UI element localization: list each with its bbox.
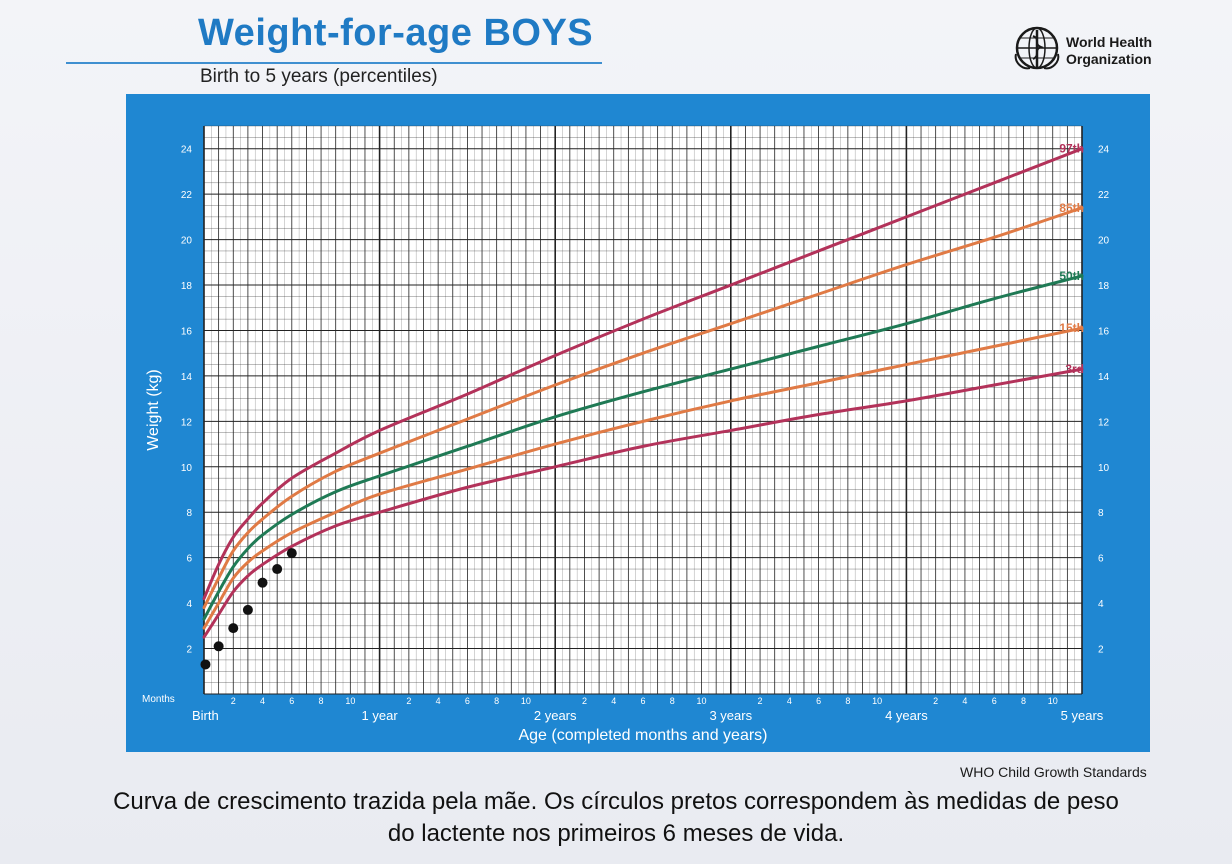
x-minor-tick-label: 8: [1021, 696, 1026, 706]
percentile-curve-15th: [202, 326, 1084, 630]
x-minor-tick-label: 10: [345, 696, 355, 706]
y-tick-label-left: 20: [181, 236, 193, 247]
y-axis-label: Weight (kg): [145, 369, 162, 451]
y-tick-label-right: 18: [1098, 281, 1110, 292]
y-tick-label-left: 12: [181, 417, 193, 428]
page-title: Weight-for-age BOYS: [198, 12, 594, 54]
x-minor-tick-label: 10: [697, 696, 707, 706]
x-minor-tick-label: 6: [465, 696, 470, 706]
y-tick-label-left: 10: [181, 463, 193, 474]
percentile-label-15th: 15th: [1059, 321, 1084, 335]
x-minor-tick-label: 4: [962, 696, 967, 706]
x-minor-tick-label: 8: [670, 696, 675, 706]
y-tick-label-right: 8: [1098, 508, 1104, 519]
title-underline: [66, 62, 602, 64]
y-tick-label-right: 24: [1098, 145, 1110, 156]
y-tick-label-left: 8: [186, 508, 192, 519]
x-major-tick-label: Birth: [192, 708, 219, 723]
measurement-point: [272, 564, 283, 575]
who-logo-icon: [1014, 26, 1060, 70]
x-major-tick-label: 4 years: [885, 708, 928, 723]
x-major-tick-label: 3 years: [709, 708, 752, 723]
x-minor-tick-label: 2: [406, 696, 411, 706]
y-tick-label-right: 14: [1098, 372, 1110, 383]
x-minor-tick-label: 4: [260, 696, 265, 706]
x-major-tick-label: 1 year: [362, 708, 399, 723]
x-minor-tick-label: 4: [787, 696, 792, 706]
y-tick-label-right: 16: [1098, 326, 1110, 337]
percentile-label-85th: 85th: [1059, 201, 1084, 215]
y-tick-label-left: 18: [181, 281, 193, 292]
caption-line-2: do lactente nos primeiros 6 meses de vid…: [387, 820, 845, 847]
y-tick-label-right: 12: [1098, 417, 1110, 428]
y-tick-label-right: 10: [1098, 463, 1110, 474]
x-minor-tick-label: 8: [845, 696, 850, 706]
y-tick-label-right: 6: [1098, 554, 1104, 565]
months-label: Months: [142, 694, 175, 705]
y-tick-label-left: 4: [186, 599, 192, 610]
x-minor-tick-label: 8: [494, 696, 499, 706]
percentile-label-3rd: 3rd: [1065, 362, 1084, 376]
x-minor-tick-label: 4: [611, 696, 616, 706]
y-tick-label-left: 16: [181, 326, 193, 337]
percentile-curve-50th: [202, 274, 1084, 621]
x-minor-tick-label: 10: [872, 696, 882, 706]
y-tick-label-left: 14: [181, 372, 193, 383]
measurement-point: [257, 577, 268, 588]
y-tick-label-left: 2: [186, 645, 192, 656]
x-minor-tick-label: 10: [521, 696, 531, 706]
x-minor-tick-label: 2: [582, 696, 587, 706]
measurement-point: [242, 604, 253, 615]
x-minor-tick-label: 6: [640, 696, 645, 706]
y-tick-label-right: 4: [1098, 599, 1104, 610]
x-minor-tick-label: 8: [319, 696, 324, 706]
x-major-tick-label: 2 years: [534, 708, 577, 723]
x-minor-tick-label: 6: [992, 696, 997, 706]
y-tick-label-left: 6: [186, 554, 192, 565]
x-axis-label: Age (completed months and years): [518, 727, 767, 744]
standards-label: WHO Child Growth Standards: [960, 764, 1147, 780]
page-subtitle: Birth to 5 years (percentiles): [200, 66, 438, 87]
measurement-point: [228, 623, 239, 634]
x-major-tick-label: 5 years: [1061, 708, 1104, 723]
x-minor-tick-label: 2: [231, 696, 236, 706]
percentile-label-97th: 97th: [1059, 142, 1084, 156]
percentile-curve-3rd: [202, 367, 1084, 639]
figure-caption: Curva de crescimento trazida pela mãe. O…: [0, 786, 1232, 850]
x-minor-tick-label: 2: [758, 696, 763, 706]
y-tick-label-right: 2: [1098, 645, 1104, 656]
x-minor-tick-label: 6: [289, 696, 294, 706]
who-name-line1: World Health: [1066, 34, 1153, 50]
measurement-point: [213, 641, 224, 652]
percentile-curve-85th: [202, 206, 1084, 610]
caption-line-1: Curva de crescimento trazida pela mãe. O…: [113, 788, 1119, 815]
y-tick-label-right: 22: [1098, 190, 1110, 201]
who-name-line2: Organization: [1066, 51, 1152, 67]
y-tick-label-left: 22: [181, 190, 193, 201]
who-organization-name: World Health Organization: [1066, 34, 1176, 68]
x-minor-tick-label: 2: [933, 696, 938, 706]
measurement-point: [286, 548, 297, 559]
percentile-label-50th: 50th: [1059, 269, 1084, 283]
growth-chart-panel: 2 2 4 4 6 6 8 8 10 10 12 12 14 14 16 16 18 18 20 20 22 22 24 24…: [126, 94, 1150, 752]
x-minor-tick-label: 6: [816, 696, 821, 706]
percentile-curve-97th: [202, 147, 1084, 601]
x-minor-tick-label: 10: [1048, 696, 1058, 706]
measurement-point: [200, 659, 211, 670]
y-tick-label-right: 20: [1098, 236, 1110, 247]
x-minor-tick-label: 4: [436, 696, 441, 706]
grid-lines: [203, 125, 1083, 695]
y-tick-label-left: 24: [181, 145, 193, 156]
